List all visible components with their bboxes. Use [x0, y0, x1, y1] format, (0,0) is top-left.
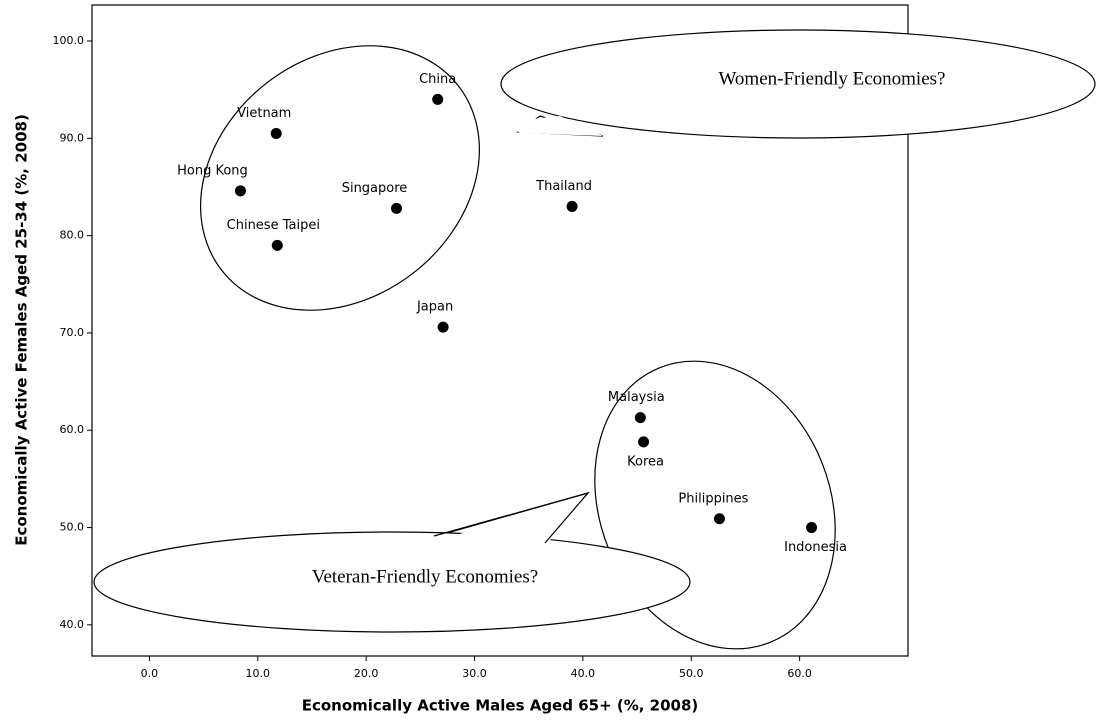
- y-tick-label: 70.0: [60, 326, 85, 339]
- y-tick-label: 90.0: [60, 131, 85, 144]
- y-axis-title: Economically Active Females Aged 25-34 (…: [13, 114, 31, 546]
- callout-tail-edge: [433, 491, 590, 544]
- x-tick-label: 10.0: [246, 667, 271, 680]
- x-tick-label: 60.0: [787, 667, 812, 680]
- point-label: China: [419, 72, 456, 87]
- point-label: Japan: [416, 300, 453, 315]
- point-label: Philippines: [678, 491, 748, 506]
- x-tick-label: 30.0: [462, 667, 487, 680]
- x-axis-title: Economically Active Males Aged 65+ (%, 2…: [302, 697, 699, 715]
- point: [806, 522, 818, 534]
- y-tick-label: 60.0: [60, 423, 85, 436]
- point-label: Chinese Taipei: [227, 218, 320, 233]
- x-tick-label: 40.0: [571, 667, 596, 680]
- x-tick-label: 50.0: [679, 667, 704, 680]
- point: [634, 412, 646, 424]
- point-label: Singapore: [342, 181, 408, 196]
- y-tick-label: 40.0: [60, 618, 85, 631]
- y-tick-label: 100.0: [53, 34, 85, 47]
- callout: [500, 29, 1096, 139]
- point-label: Malaysia: [608, 390, 665, 405]
- point-label: Hong Kong: [177, 163, 248, 178]
- point: [234, 185, 246, 197]
- x-tick-label: 20.0: [354, 667, 379, 680]
- point-label: Thailand: [535, 179, 592, 194]
- annotation: Women-Friendly Economies?: [719, 68, 946, 89]
- point-label: Vietnam: [237, 106, 291, 121]
- point: [713, 513, 725, 525]
- point: [437, 321, 449, 333]
- point: [566, 200, 578, 212]
- point: [391, 202, 403, 214]
- y-tick-label: 50.0: [60, 521, 85, 534]
- point: [432, 93, 444, 105]
- point: [638, 436, 650, 448]
- y-tick-label: 80.0: [60, 229, 85, 242]
- group-ellipse: [200, 45, 480, 311]
- annotation: Veteran-Friendly Economies?: [312, 566, 538, 587]
- callout-joint: [504, 116, 603, 136]
- point-label: Indonesia: [784, 540, 847, 555]
- x-tick-label: 0.0: [141, 667, 159, 680]
- callout: [93, 531, 691, 633]
- point: [271, 239, 283, 251]
- point: [270, 127, 282, 139]
- point-label: Korea: [627, 454, 664, 469]
